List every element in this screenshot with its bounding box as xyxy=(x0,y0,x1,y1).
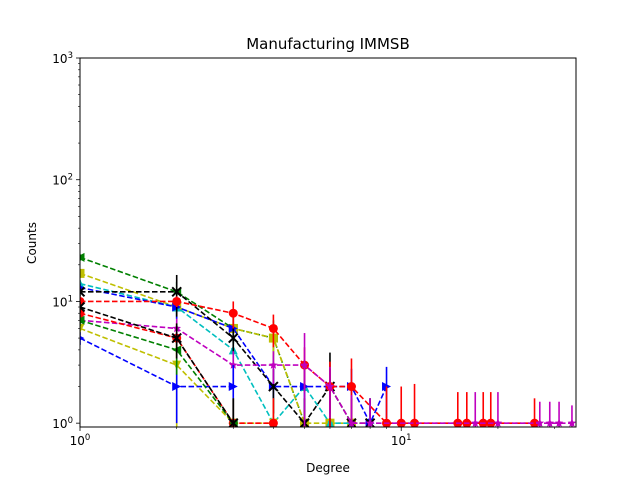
series-line xyxy=(80,327,274,424)
data-point xyxy=(228,382,238,392)
data-point xyxy=(172,296,182,306)
data-point xyxy=(493,418,503,427)
y-tick-label: 100 xyxy=(52,416,73,431)
data-point xyxy=(554,418,564,427)
y-axis-label: Counts xyxy=(25,222,39,264)
data-point xyxy=(80,315,85,325)
data-point xyxy=(300,360,309,369)
data-point xyxy=(535,418,545,427)
data-point xyxy=(171,332,182,344)
data-point xyxy=(80,323,85,333)
data-point xyxy=(80,301,86,313)
data-point xyxy=(171,286,182,298)
series-line xyxy=(80,312,274,424)
data-point xyxy=(365,418,375,427)
data-point xyxy=(80,285,85,290)
data-point xyxy=(80,268,85,278)
axis-ticks: 100 101 100 101 102 103 xyxy=(52,51,555,448)
x-axis-label: Degree xyxy=(306,461,350,475)
data-point xyxy=(346,382,356,392)
data-point xyxy=(410,418,420,427)
data-point xyxy=(269,360,278,369)
data-point xyxy=(470,418,480,427)
data-point xyxy=(268,418,278,427)
chart-title: Manufacturing IMMSB xyxy=(246,35,410,53)
series-layer xyxy=(80,252,576,427)
y-tick-label: 102 xyxy=(52,173,73,188)
data-point xyxy=(80,335,85,341)
x-tick-label: 100 xyxy=(70,433,91,448)
data-point xyxy=(545,418,555,427)
series-line xyxy=(80,306,234,424)
data-point xyxy=(268,381,279,392)
data-point xyxy=(567,418,576,427)
data-point xyxy=(530,418,540,427)
data-point xyxy=(228,417,239,427)
data-point xyxy=(347,418,356,427)
plot-frame xyxy=(79,57,577,428)
y-tick-label: 101 xyxy=(52,294,73,309)
data-point xyxy=(228,308,238,318)
data-series xyxy=(80,301,239,427)
data-point xyxy=(325,382,335,391)
data-series xyxy=(80,296,540,427)
data-point xyxy=(228,332,239,344)
data-point xyxy=(172,382,182,392)
data-series xyxy=(80,314,576,427)
y-tick-label: 103 xyxy=(52,51,73,66)
data-point xyxy=(80,286,86,298)
data-point xyxy=(228,360,238,369)
data-point xyxy=(80,252,85,262)
x-tick-label: 101 xyxy=(391,433,412,448)
data-point xyxy=(268,323,278,333)
